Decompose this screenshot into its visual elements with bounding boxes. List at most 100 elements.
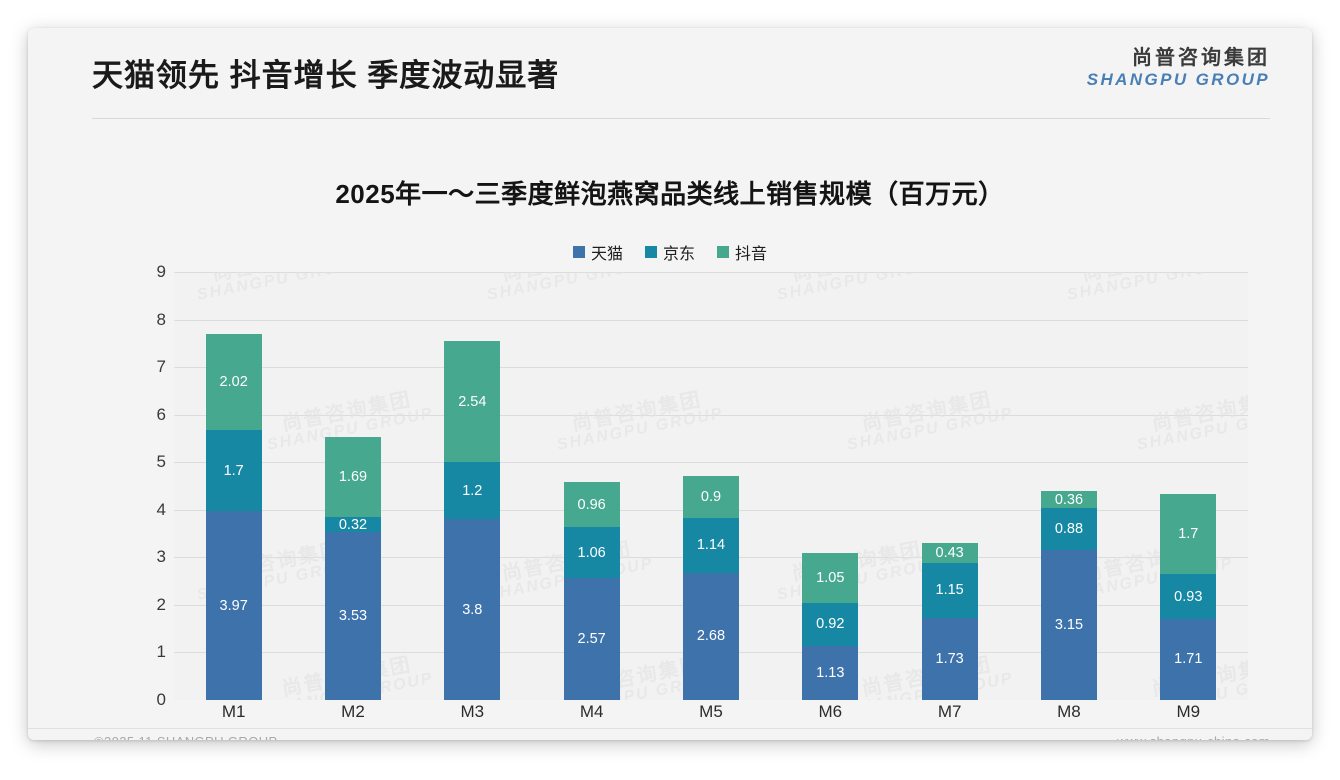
bar-segment-抖音[interactable]: 1.7 [1160, 493, 1217, 575]
bar-segment-抖音[interactable]: 0.96 [563, 481, 620, 528]
legend-item-天猫[interactable]: 天猫 [572, 240, 623, 264]
legend-swatch-icon [572, 246, 585, 258]
bar-value-label: 2.68 [696, 628, 726, 645]
bar-group-M5[interactable]: 0.9 1.14 2.68 [682, 475, 739, 700]
bar-group-M9[interactable]: 1.7 0.93 1.71 [1160, 493, 1217, 700]
bar-segment-京东[interactable]: 1.06 [563, 527, 620, 578]
bar-segment-京东[interactable]: 0.88 [1040, 508, 1097, 551]
bar-value-label: 1.7 [223, 462, 244, 479]
bar-value-label: 0.88 [1054, 521, 1084, 538]
y-axis-tick-label: 3 [156, 547, 166, 567]
chart-legend: 天猫 京东 抖音 [28, 240, 1312, 264]
legend-label: 天猫 [590, 246, 623, 263]
x-axis-tick-label: M1 [221, 702, 246, 721]
gridline [174, 319, 1248, 321]
header-divider [92, 118, 1270, 119]
bar-segment-抖音[interactable]: 0.9 [682, 475, 739, 519]
x-axis: M1 M2 M3 M4 M5 M6 M7 M8 M9 [174, 702, 1248, 722]
legend-label: 抖音 [735, 246, 768, 263]
y-axis-tick-label: 4 [156, 499, 166, 519]
bar-value-label: 0.43 [935, 544, 964, 561]
footer-copyright: ©2025.11 SHANGPU GROUP [94, 734, 278, 740]
bar-group-M7[interactable]: 0.43 1.15 1.73 [921, 542, 978, 700]
bar-segment-京东[interactable]: 0.92 [802, 602, 859, 647]
bar-segment-抖音[interactable]: 1.69 [324, 436, 381, 517]
bar-segment-天猫[interactable]: 3.53 [324, 532, 381, 700]
bar-series-container: 2.02 1.7 3.97 1.69 0.32 3.53 2.54 1.2 3.8 0.96 1.0… [174, 272, 1248, 700]
bar-value-label: 1.15 [935, 582, 964, 599]
bar-value-label: 3.97 [219, 597, 248, 614]
bar-segment-抖音[interactable]: 2.54 [444, 341, 501, 463]
bar-segment-天猫[interactable]: 2.57 [563, 577, 620, 700]
x-axis-tick-label: M4 [579, 702, 604, 721]
y-axis-tick-label: 9 [156, 262, 166, 281]
page-title: 天猫领先 抖音增长 季度波动显著 [92, 58, 560, 93]
bar-value-label: 1.13 [816, 665, 845, 682]
bar-segment-天猫[interactable]: 1.71 [1160, 618, 1217, 700]
y-axis-tick-label: 5 [156, 452, 166, 472]
gridline [174, 462, 1248, 464]
gridline [174, 367, 1248, 369]
legend-swatch-icon [717, 246, 729, 258]
x-axis-tick-label: M6 [818, 702, 843, 721]
x-axis-tick-label: M7 [937, 702, 962, 721]
bar-segment-京东[interactable]: 0.93 [1160, 574, 1217, 619]
bar-segment-抖音[interactable]: 0.36 [1040, 491, 1097, 509]
bar-value-label: 1.73 [935, 650, 964, 667]
bar-value-label: 0.32 [338, 516, 368, 533]
gridline [174, 272, 1248, 273]
bar-value-label: 0.9 [700, 488, 722, 505]
footer-divider [28, 728, 1312, 729]
bar-value-label: 0.36 [1054, 491, 1084, 508]
bar-value-label: 1.06 [577, 544, 606, 561]
slide-header: 天猫领先 抖音增长 季度波动显著 尚普咨询集团 SHANGPU GROUP [28, 28, 1312, 120]
x-axis-tick-label: M2 [341, 702, 365, 721]
bar-segment-天猫[interactable]: 3.97 [205, 511, 262, 700]
bar-segment-天猫[interactable]: 1.73 [921, 617, 978, 700]
x-axis-tick-label: M3 [460, 702, 485, 721]
legend-item-抖音[interactable]: 抖音 [717, 240, 767, 264]
bar-group-M6[interactable]: 1.05 0.92 1.13 [802, 552, 859, 700]
bar-value-label: 0.93 [1174, 588, 1203, 605]
bar-value-label: 1.05 [816, 569, 845, 586]
bar-value-label: 2.02 [219, 374, 248, 391]
brand-logo-cn: 尚普咨询集团 [1132, 47, 1270, 69]
bar-group-M2[interactable]: 1.69 0.32 3.53 [324, 436, 381, 700]
legend-label: 京东 [662, 246, 695, 263]
bar-value-label: 1.14 [696, 537, 726, 554]
bar-segment-抖音[interactable]: 1.05 [802, 552, 859, 603]
bar-value-label: 1.71 [1174, 651, 1203, 668]
bar-group-M8[interactable]: 0.36 0.88 3.15 [1040, 491, 1097, 700]
bar-group-M3[interactable]: 2.54 1.2 3.8 [444, 341, 501, 700]
bar-segment-天猫[interactable]: 3.15 [1040, 550, 1097, 700]
bar-value-label: 2.54 [458, 393, 487, 410]
x-axis-tick-label: M5 [699, 702, 723, 721]
bar-segment-天猫[interactable]: 2.68 [682, 572, 739, 700]
bar-value-label: 3.53 [338, 608, 368, 625]
bar-segment-京东[interactable]: 1.14 [682, 518, 739, 573]
bar-segment-京东[interactable]: 0.32 [324, 516, 381, 533]
bar-segment-抖音[interactable]: 2.02 [205, 334, 262, 431]
bar-value-label: 1.69 [338, 468, 368, 485]
bar-value-label: 3.8 [462, 601, 483, 618]
y-axis-tick-label: 1 [156, 642, 166, 662]
bar-segment-天猫[interactable]: 1.13 [802, 646, 859, 700]
bar-value-label: 1.7 [1178, 526, 1199, 543]
bar-segment-京东[interactable]: 1.7 [205, 430, 262, 512]
bar-group-M4[interactable]: 0.96 1.06 2.57 [563, 481, 620, 700]
y-axis-tick-label: 0 [156, 690, 166, 709]
brand-logo-en: SHANGPU GROUP [1086, 70, 1270, 89]
bar-value-label: 2.57 [577, 630, 606, 647]
bar-segment-抖音[interactable]: 0.43 [921, 542, 978, 564]
bar-segment-天猫[interactable]: 3.8 [444, 519, 501, 700]
legend-item-京东[interactable]: 京东 [644, 240, 695, 264]
bar-segment-京东[interactable]: 1.2 [444, 462, 501, 520]
footer-website[interactable]: www.shangpu-china.com [1117, 734, 1270, 740]
y-axis-tick-label: 6 [156, 404, 166, 424]
bar-group-M1[interactable]: 2.02 1.7 3.97 [205, 334, 262, 700]
x-axis-tick-label: M8 [1057, 702, 1081, 721]
y-axis-tick-label: 2 [156, 594, 166, 614]
bar-segment-京东[interactable]: 1.15 [921, 563, 978, 618]
gridline [174, 414, 1248, 416]
